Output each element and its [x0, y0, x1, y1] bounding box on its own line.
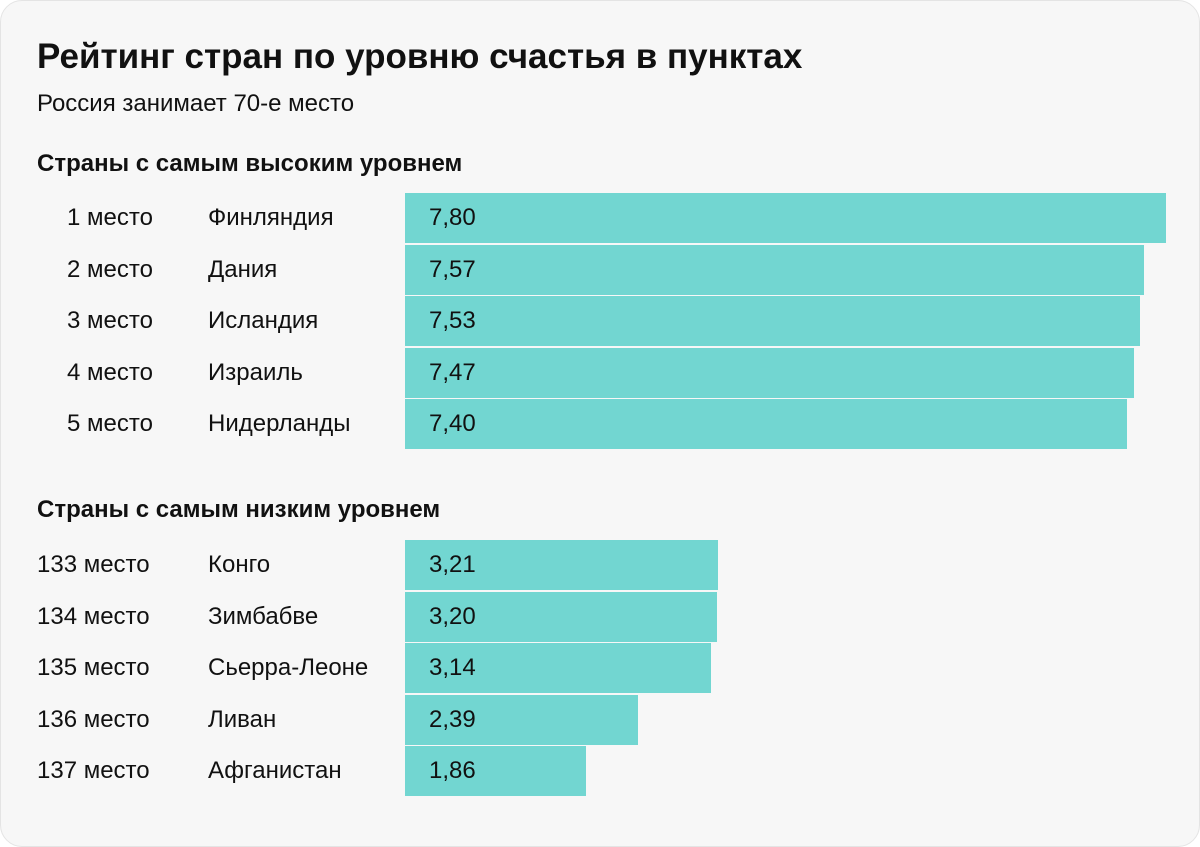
value-bar: [405, 746, 586, 796]
section-title-bottom: Страны с самым низким уровнем: [37, 496, 441, 523]
value-bar: [405, 540, 718, 590]
value-label: 7,57: [429, 256, 476, 283]
bottom-bar-row: 136 место Ливан 2,39: [1, 695, 1199, 745]
rank-label: 135 место: [37, 654, 150, 681]
country-label: Конго: [208, 551, 271, 578]
rank-label: 134 место: [37, 603, 150, 630]
country-label: Нидерланды: [208, 410, 351, 437]
value-label: 1,86: [429, 757, 476, 784]
value-label: 3,14: [429, 654, 476, 681]
country-label: Израиль: [208, 359, 303, 386]
top-bar-row: 1 место Финляндия 7,80: [1, 193, 1199, 243]
value-bar: [405, 695, 638, 745]
country-label: Афганистан: [208, 757, 342, 784]
chart-subtitle: Россия занимает 70-е место: [37, 90, 355, 117]
value-bar: [405, 348, 1134, 398]
value-bar: [405, 592, 717, 642]
value-label: 2,39: [429, 706, 476, 733]
country-label: Ливан: [208, 706, 277, 733]
value-label: 7,53: [429, 307, 476, 334]
rank-label: 136 место: [37, 706, 150, 733]
rank-label: 4 место: [67, 359, 153, 386]
value-label: 7,80: [429, 204, 476, 231]
country-label: Зимбабве: [208, 603, 319, 630]
bottom-bar-row: 133 место Конго 3,21: [1, 540, 1199, 590]
value-bar: [405, 399, 1127, 449]
value-bar: [405, 643, 711, 693]
country-label: Исландия: [208, 307, 319, 334]
value-label: 3,20: [429, 603, 476, 630]
top-bar-row: 3 место Исландия 7,53: [1, 296, 1199, 346]
top-bar-row: 2 место Дания 7,57: [1, 245, 1199, 295]
chart-title: Рейтинг стран по уровню счастья в пункта…: [37, 37, 803, 76]
value-bar: [405, 296, 1140, 346]
bottom-bar-row: 135 место Сьерра-Леоне 3,14: [1, 643, 1199, 693]
section-title-top: Страны с самым высоким уровнем: [37, 150, 463, 177]
bottom-bar-row: 137 место Афганистан 1,86: [1, 746, 1199, 796]
rank-label: 5 место: [67, 410, 153, 437]
value-bar: [405, 193, 1166, 243]
rank-label: 137 место: [37, 757, 150, 784]
rank-label: 2 место: [67, 256, 153, 283]
country-label: Сьерра-Леоне: [208, 654, 369, 681]
value-bar: [405, 245, 1144, 295]
value-label: 3,21: [429, 551, 476, 578]
value-label: 7,40: [429, 410, 476, 437]
value-label: 7,47: [429, 359, 476, 386]
rank-label: 1 место: [67, 204, 153, 231]
rank-label: 3 место: [67, 307, 153, 334]
top-bar-row: 5 место Нидерланды 7,40: [1, 399, 1199, 449]
country-label: Дания: [208, 256, 278, 283]
rank-label: 133 место: [37, 551, 150, 578]
country-label: Финляндия: [208, 204, 334, 231]
top-bar-row: 4 место Израиль 7,47: [1, 348, 1199, 398]
bottom-bar-row: 134 место Зимбабве 3,20: [1, 592, 1199, 642]
